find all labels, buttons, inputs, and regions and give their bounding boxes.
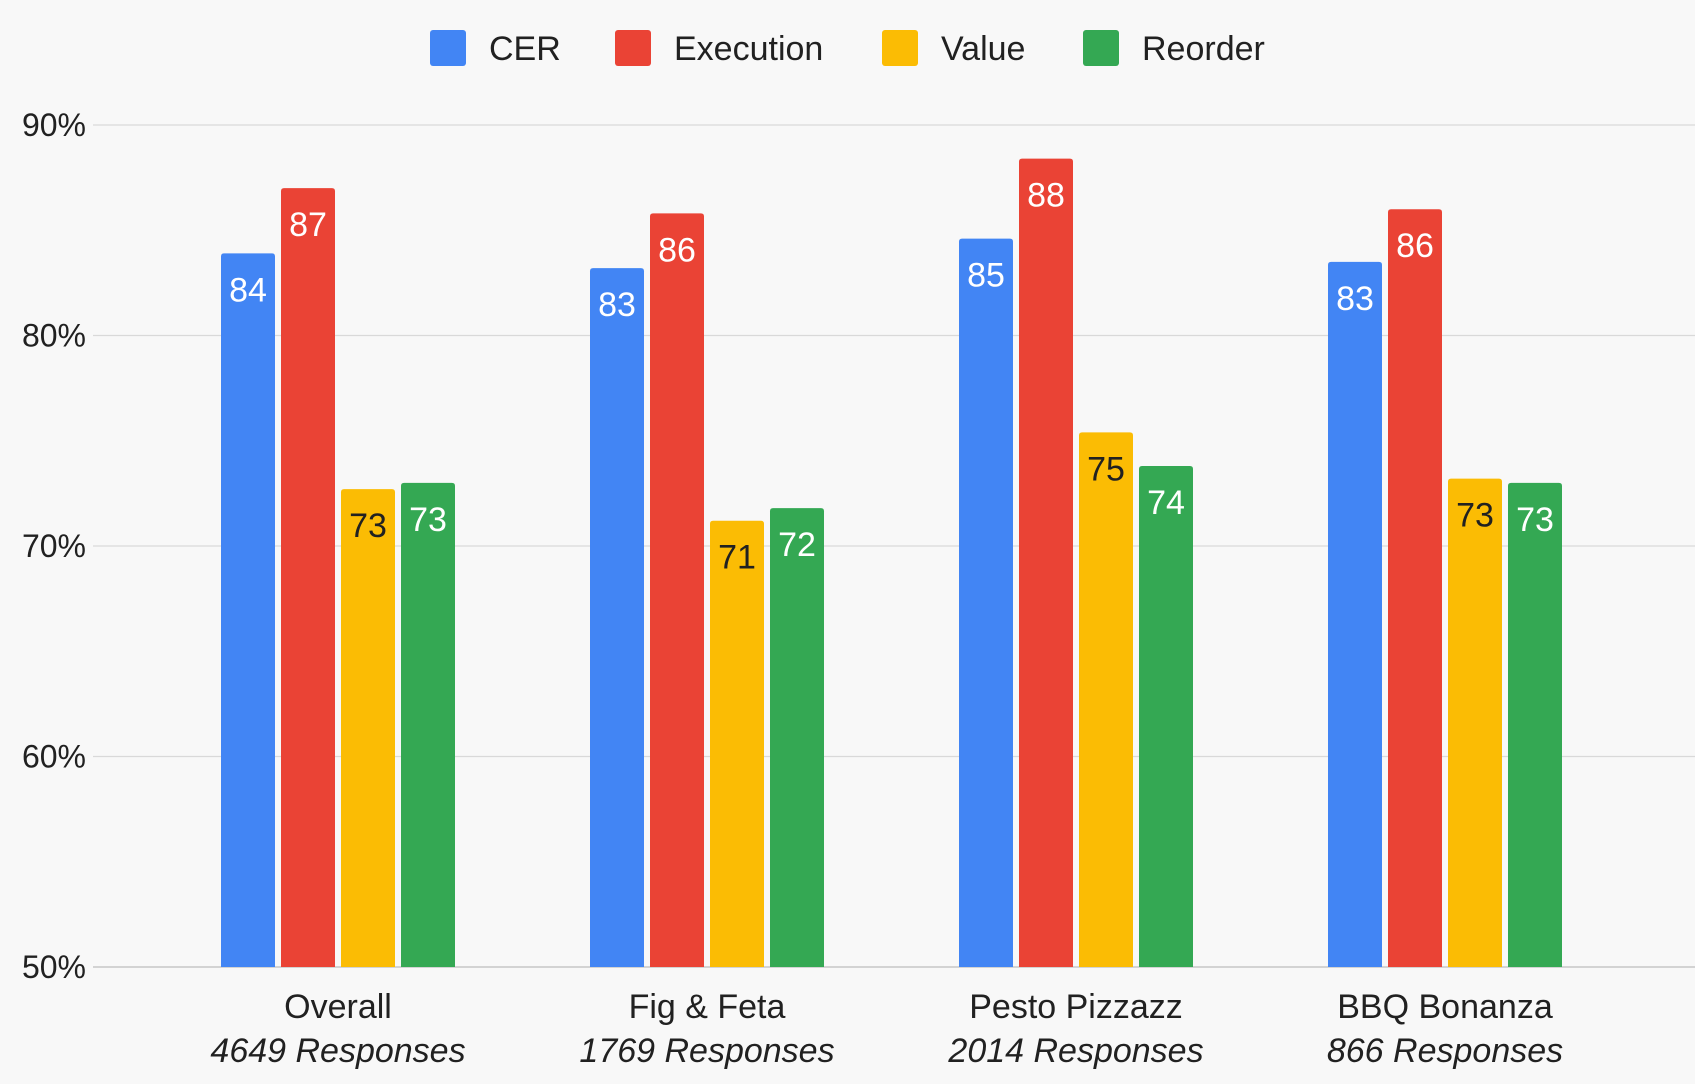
y-tick-label: 50% [22,949,86,985]
bar-overall-cer [221,253,275,967]
bar-fig-feta-value [710,520,764,967]
x-category-subtitle: 2014 Responses [947,1032,1203,1070]
legend-label-execution: Execution [674,30,823,68]
bar-pesto-pizzazz-reorder [1139,466,1193,967]
x-category-label: BBQ Bonanza [1337,988,1553,1026]
data-label-fig-feta-value: 71 [718,539,756,577]
data-label-pesto-pizzazz-reorder: 74 [1147,484,1185,522]
y-axis: 50% 60% 70% 80% 90% [22,107,86,985]
x-axis: Overall 4649 Responses Fig & Feta 1769 Resp… [210,988,1563,1070]
y-tick-label: 90% [22,107,86,143]
data-label-fig-feta-execution: 86 [658,231,696,269]
data-label-bbq-bonanza-cer: 83 [1336,280,1374,318]
bar-fig-feta-reorder [770,508,824,967]
y-tick-label: 60% [22,739,86,775]
bar-bbq-bonanza-value [1448,478,1502,967]
y-tick-label: 70% [22,528,86,564]
legend-label-cer: CER [489,30,561,68]
data-label-fig-feta-reorder: 72 [778,526,816,564]
data-label-pesto-pizzazz-value: 75 [1087,450,1125,488]
bar-bbq-bonanza-execution [1388,209,1442,967]
bar-bbq-bonanza-cer [1328,261,1382,967]
data-label-overall-execution: 87 [289,206,327,244]
bar-overall-execution [281,188,335,967]
bar-overall-value [341,489,395,967]
data-label-bbq-bonanza-reorder: 73 [1516,501,1554,539]
data-label-pesto-pizzazz-execution: 88 [1027,177,1065,215]
bar-pesto-pizzazz-cer [959,238,1013,968]
legend: CER Execution Value Reorder [430,30,1265,68]
x-category-subtitle: 4649 Responses [210,1032,465,1070]
data-label-pesto-pizzazz-cer: 85 [967,257,1005,295]
data-label-fig-feta-cer: 83 [598,286,636,324]
legend-swatch-execution [615,30,651,66]
data-label-overall-value: 73 [349,507,387,545]
legend-swatch-reorder [1083,30,1119,66]
data-label-overall-reorder: 73 [409,501,447,539]
legend-label-value: Value [941,30,1025,68]
legend-swatch-cer [430,30,466,66]
x-category-label: Fig & Feta [629,988,786,1026]
bar-pesto-pizzazz-value [1079,432,1133,968]
data-label-bbq-bonanza-execution: 86 [1396,227,1434,265]
bars [221,158,1562,968]
x-category-subtitle: 866 Responses [1327,1032,1563,1070]
legend-swatch-value [882,30,918,66]
bar-overall-reorder [401,482,455,967]
x-category-label: Pesto Pizzazz [969,988,1183,1026]
bar-fig-feta-execution [650,213,704,967]
bar-bbq-bonanza-reorder [1508,482,1562,967]
bar-fig-feta-cer [590,268,644,967]
data-label-bbq-bonanza-value: 73 [1456,497,1494,535]
legend-label-reorder: Reorder [1142,30,1265,68]
data-labels: 84 87 73 73 83 86 71 72 85 88 75 74 83 86 73 73 [229,177,1554,577]
y-tick-label: 80% [22,318,86,354]
x-category-label: Overall [284,988,392,1026]
bar-pesto-pizzazz-execution [1019,158,1073,967]
x-category-subtitle: 1769 Responses [579,1032,834,1070]
data-label-overall-cer: 84 [229,271,267,309]
